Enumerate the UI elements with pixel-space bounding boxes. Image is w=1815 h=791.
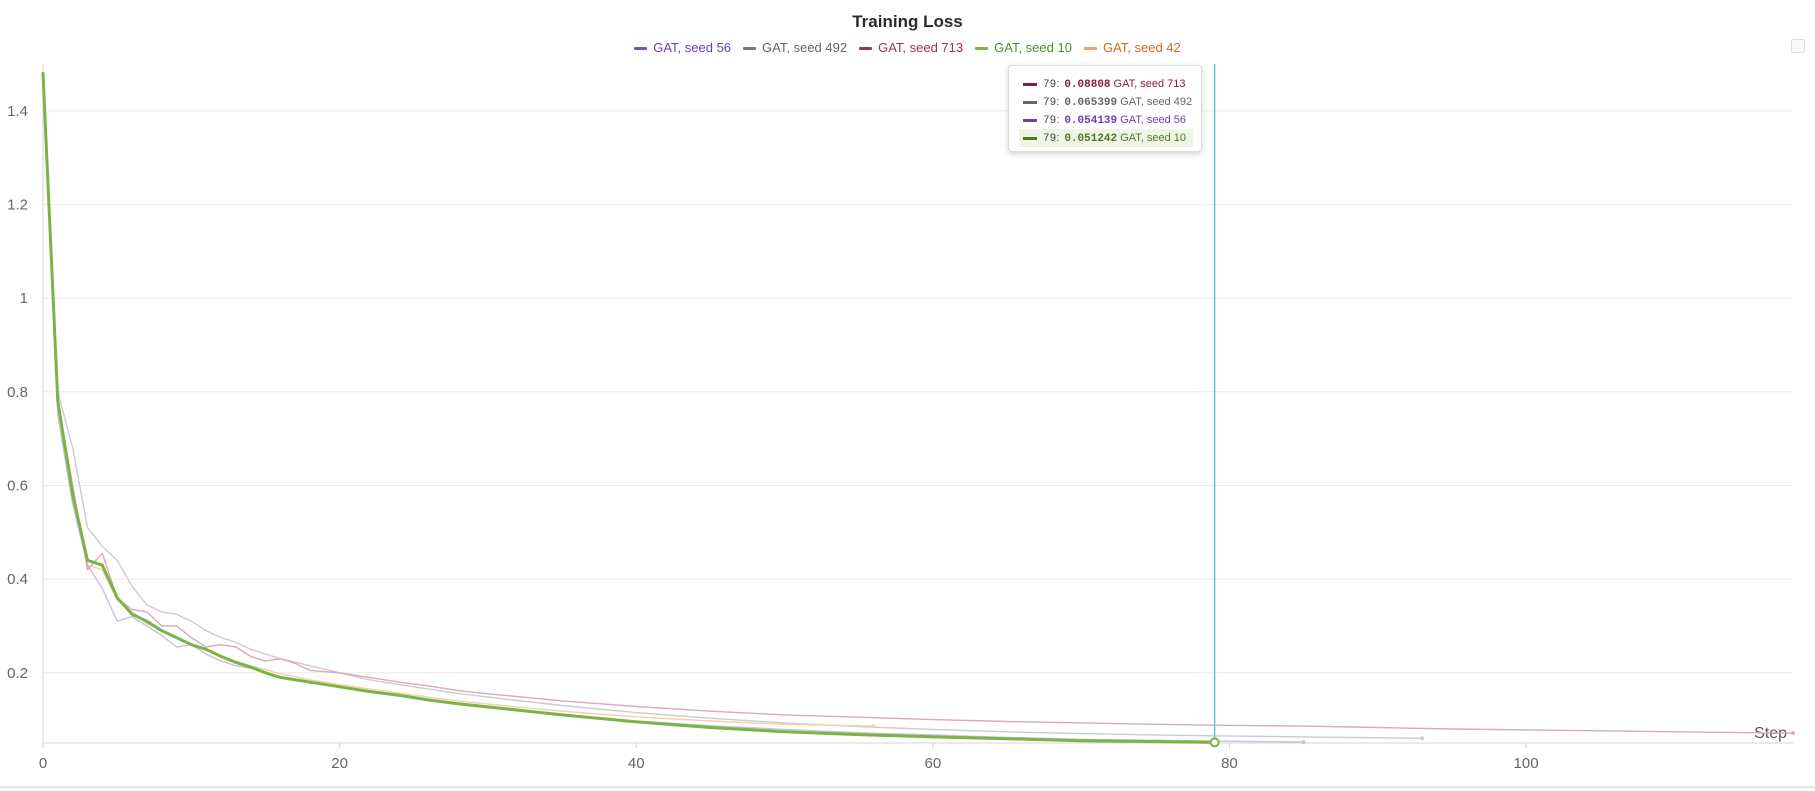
legend-label: GAT, seed 42 <box>1102 40 1181 55</box>
x-tick-label: 20 <box>331 755 348 772</box>
legend-swatch <box>859 47 873 51</box>
tooltip-swatch <box>1023 136 1037 140</box>
series-end-point <box>1791 731 1795 736</box>
y-tick-label: 0.6 <box>7 477 28 494</box>
series-line <box>42 77 1305 743</box>
x-tick-label: 40 <box>628 755 645 772</box>
tooltip-step: 79 <box>1043 79 1057 91</box>
tooltip-separator: : <box>1056 132 1063 144</box>
x-tick-label: 80 <box>1221 755 1238 772</box>
x-tick-label: 100 <box>1514 755 1539 772</box>
legend-swatch <box>743 47 757 51</box>
tooltip-swatch <box>1023 118 1037 122</box>
series-line <box>42 86 1423 739</box>
panel-menu-button[interactable] <box>1791 39 1805 53</box>
chart-legend: GAT, seed 56 GAT, seed 492 GAT, seed 713 GA… <box>0 40 1815 55</box>
hover-tooltip: 79: 0.08808 GAT, seed 713 79: 0.065399 GAT,… <box>1008 65 1202 152</box>
tooltip-swatch <box>1023 82 1037 86</box>
y-tick-label: 1 <box>20 290 28 307</box>
y-tick-label: 1.4 <box>7 103 28 120</box>
legend-swatch <box>634 47 648 51</box>
tooltip-series-name: GAT, seed 56 <box>1120 114 1186 126</box>
chart-title: Training Loss <box>852 12 963 31</box>
series-end-point <box>871 724 876 729</box>
series-end-point <box>1301 740 1306 745</box>
tooltip-separator: : <box>1056 78 1063 90</box>
legend-swatch <box>975 47 989 51</box>
y-tick-label: 1.2 <box>7 196 28 213</box>
tooltip-separator: : <box>1056 96 1063 108</box>
x-tick-label: 60 <box>924 755 941 772</box>
series-end-point <box>1420 736 1425 741</box>
legend-item[interactable]: GAT, seed 42 <box>1083 40 1181 55</box>
legend-item[interactable]: GAT, seed 56 <box>634 40 731 55</box>
tooltip-value: 0.08808 <box>1064 79 1111 91</box>
tooltip-value: 0.065399 <box>1064 97 1118 109</box>
tooltip-swatch <box>1023 100 1037 104</box>
hover-point <box>1209 737 1220 748</box>
tooltip-step: 79 <box>1043 115 1057 127</box>
legend-item[interactable]: GAT, seed 492 <box>743 40 847 55</box>
tooltip-step: 79 <box>1043 133 1057 145</box>
tooltip-row: 79: 0.065399 GAT, seed 492 <box>1019 93 1193 111</box>
series-line <box>42 81 1794 734</box>
tooltip-value: 0.051242 <box>1064 133 1118 145</box>
tooltip-separator: : <box>1056 114 1063 126</box>
x-tick-label: 0 <box>39 755 47 772</box>
tooltip-row: 79: 0.054139 GAT, seed 56 <box>1019 111 1193 129</box>
tooltip-series-name: GAT, seed 713 <box>1113 78 1186 90</box>
legend-swatch <box>1083 47 1097 51</box>
legend-label: GAT, seed 56 <box>653 40 732 55</box>
tooltip-row: 79: 0.08808 GAT, seed 713 <box>1019 75 1193 93</box>
legend-label: GAT, seed 10 <box>994 40 1072 55</box>
tooltip-value: 0.054139 <box>1064 115 1118 127</box>
series-line <box>41 71 1217 744</box>
y-tick-label: 0.4 <box>7 571 28 588</box>
tooltip-series-name: GAT, seed 10 <box>1120 132 1186 144</box>
tooltip-row: 79: 0.051242 GAT, seed 10 <box>1019 129 1193 147</box>
y-tick-label: 0.8 <box>7 384 28 401</box>
tooltip-step: 79 <box>1043 97 1057 109</box>
legend-label: GAT, seed 713 <box>878 40 964 55</box>
y-tick-label: 0.2 <box>7 665 28 682</box>
legend-label: GAT, seed 492 <box>762 40 848 55</box>
legend-item[interactable]: GAT, seed 10 <box>975 40 1072 55</box>
series-line <box>42 81 875 727</box>
legend-item[interactable]: GAT, seed 713 <box>859 40 963 55</box>
tooltip-series-name: GAT, seed 492 <box>1120 96 1193 108</box>
panel-bottom-border <box>0 786 1815 788</box>
